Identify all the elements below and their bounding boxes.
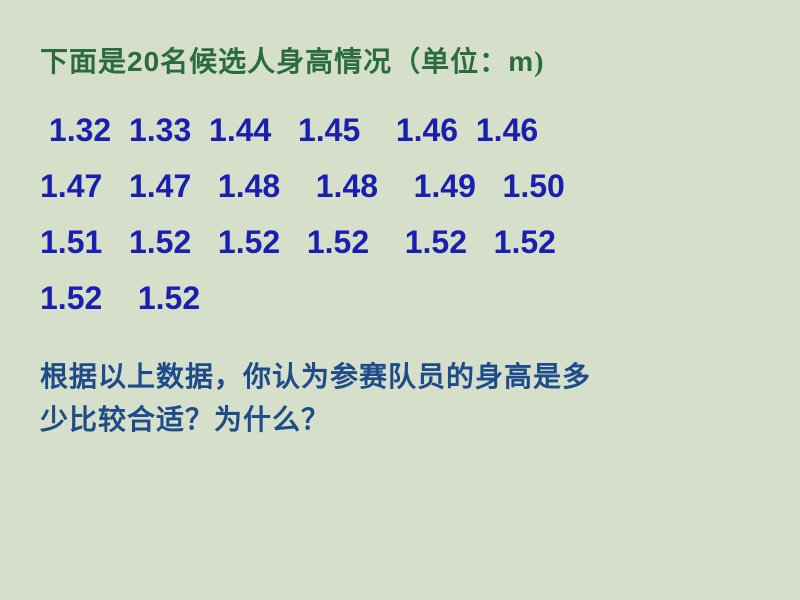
- title-suffix: ): [534, 47, 544, 78]
- data-row: 1.32 1.33 1.44 1.45 1.46 1.46: [40, 112, 538, 148]
- data-row: 1.51 1.52 1.52 1.52 1.52 1.52: [40, 224, 556, 260]
- question-text: 根据以上数据，你认为参赛队员的身高是多 少比较合适？为什么？: [40, 356, 760, 443]
- title-count: 20: [127, 46, 160, 77]
- question-line: 根据以上数据，你认为参赛队员的身高是多: [40, 362, 591, 393]
- title-unit: m: [508, 46, 534, 77]
- title-prefix: 下面是: [40, 47, 127, 78]
- height-data: 1.32 1.33 1.44 1.45 1.46 1.46 1.47 1.47 …: [40, 102, 760, 326]
- slide-title: 下面是20名候选人身高情况（单位：m): [40, 40, 760, 80]
- question-line: 少比较合适？为什么？: [40, 405, 330, 436]
- data-row: 1.52 1.52: [40, 280, 200, 316]
- slide-container: 下面是20名候选人身高情况（单位：m) 1.32 1.33 1.44 1.45 …: [0, 0, 800, 443]
- data-row: 1.47 1.47 1.48 1.48 1.49 1.50: [40, 168, 565, 204]
- title-mid: 名候选人身高情况（单位：: [160, 47, 508, 78]
